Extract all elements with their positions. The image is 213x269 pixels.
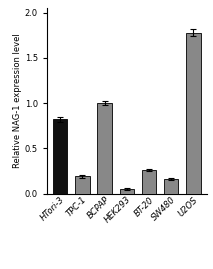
Bar [142,170,156,194]
Bar [186,33,200,194]
Y-axis label: Relative NAG-1 expression level: Relative NAG-1 expression level [13,34,22,168]
Bar [75,176,90,194]
Bar [53,119,67,194]
Bar [119,189,134,194]
Bar [164,179,178,194]
Bar [97,103,112,194]
